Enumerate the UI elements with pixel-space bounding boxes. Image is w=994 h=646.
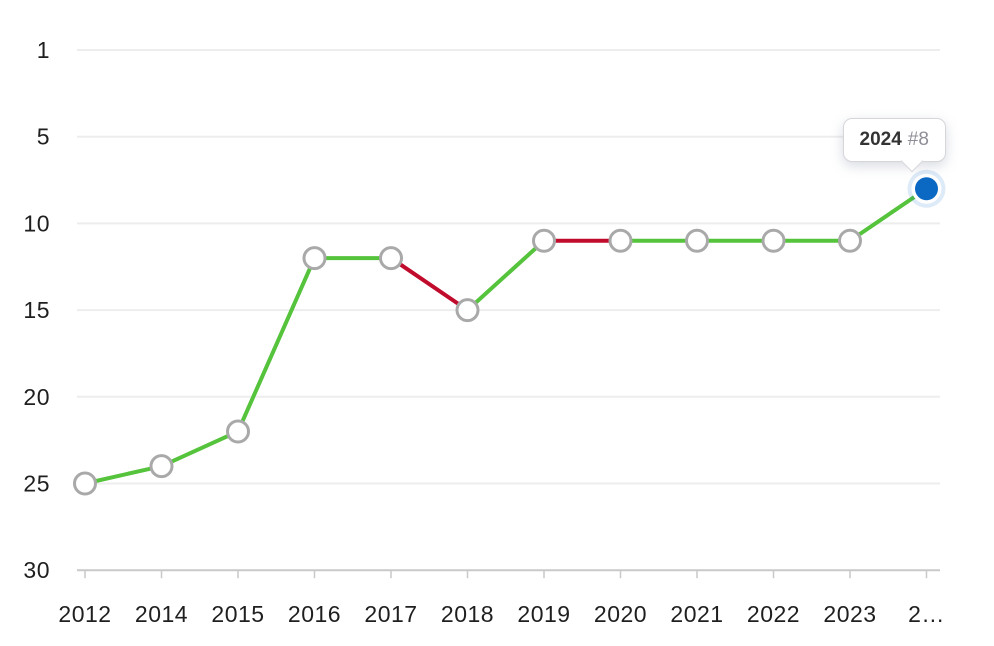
data-point-marker[interactable] <box>838 228 862 253</box>
trend-segment-up <box>84 464 162 486</box>
data-point-marker[interactable] <box>379 246 403 271</box>
trend-segment-down <box>389 256 469 312</box>
data-point-marker[interactable] <box>455 298 480 323</box>
x-axis-label: 2014 <box>135 601 188 627</box>
data-point-marker[interactable] <box>149 454 174 479</box>
x-axis-label: 2020 <box>594 601 647 627</box>
y-axis-label: 30 <box>23 557 50 583</box>
active-data-point[interactable] <box>915 177 938 201</box>
data-point-marker[interactable] <box>685 228 709 253</box>
data-point-marker[interactable] <box>608 228 633 253</box>
tooltip-year: 2024 <box>859 128 902 150</box>
tooltip-rank: #8 <box>907 128 929 150</box>
x-axis-label: 2012 <box>58 601 111 627</box>
x-axis-label: 2023 <box>823 601 876 627</box>
x-axis-label: 2018 <box>441 601 494 627</box>
y-axis-label: 15 <box>23 297 50 323</box>
x-axis-label: 2016 <box>288 601 341 627</box>
y-axis-label: 25 <box>23 471 50 497</box>
trend-segment-up <box>848 187 928 243</box>
tooltip: 2024 #8 <box>842 117 946 173</box>
y-axis-label: 20 <box>23 384 50 410</box>
x-axis-label: 2… <box>908 601 945 627</box>
data-point-marker[interactable] <box>532 228 556 253</box>
x-axis-label: 2015 <box>211 601 264 627</box>
data-point-marker[interactable] <box>302 246 327 271</box>
x-axis-label: 2022 <box>747 601 800 627</box>
y-axis-label: 5 <box>37 124 50 150</box>
y-axis-label: 1 <box>37 37 50 63</box>
trend-segment-up <box>160 429 239 468</box>
trend-segment-up <box>466 239 546 312</box>
x-axis-label: 2019 <box>517 601 570 627</box>
data-point-marker[interactable] <box>761 228 786 253</box>
x-axis-label: 2021 <box>670 601 723 627</box>
x-axis-label: 2017 <box>364 601 417 627</box>
data-point-marker[interactable] <box>73 471 97 496</box>
y-axis-label: 10 <box>23 210 50 236</box>
trend-segment-up <box>236 257 317 433</box>
data-point-marker[interactable] <box>226 419 250 444</box>
